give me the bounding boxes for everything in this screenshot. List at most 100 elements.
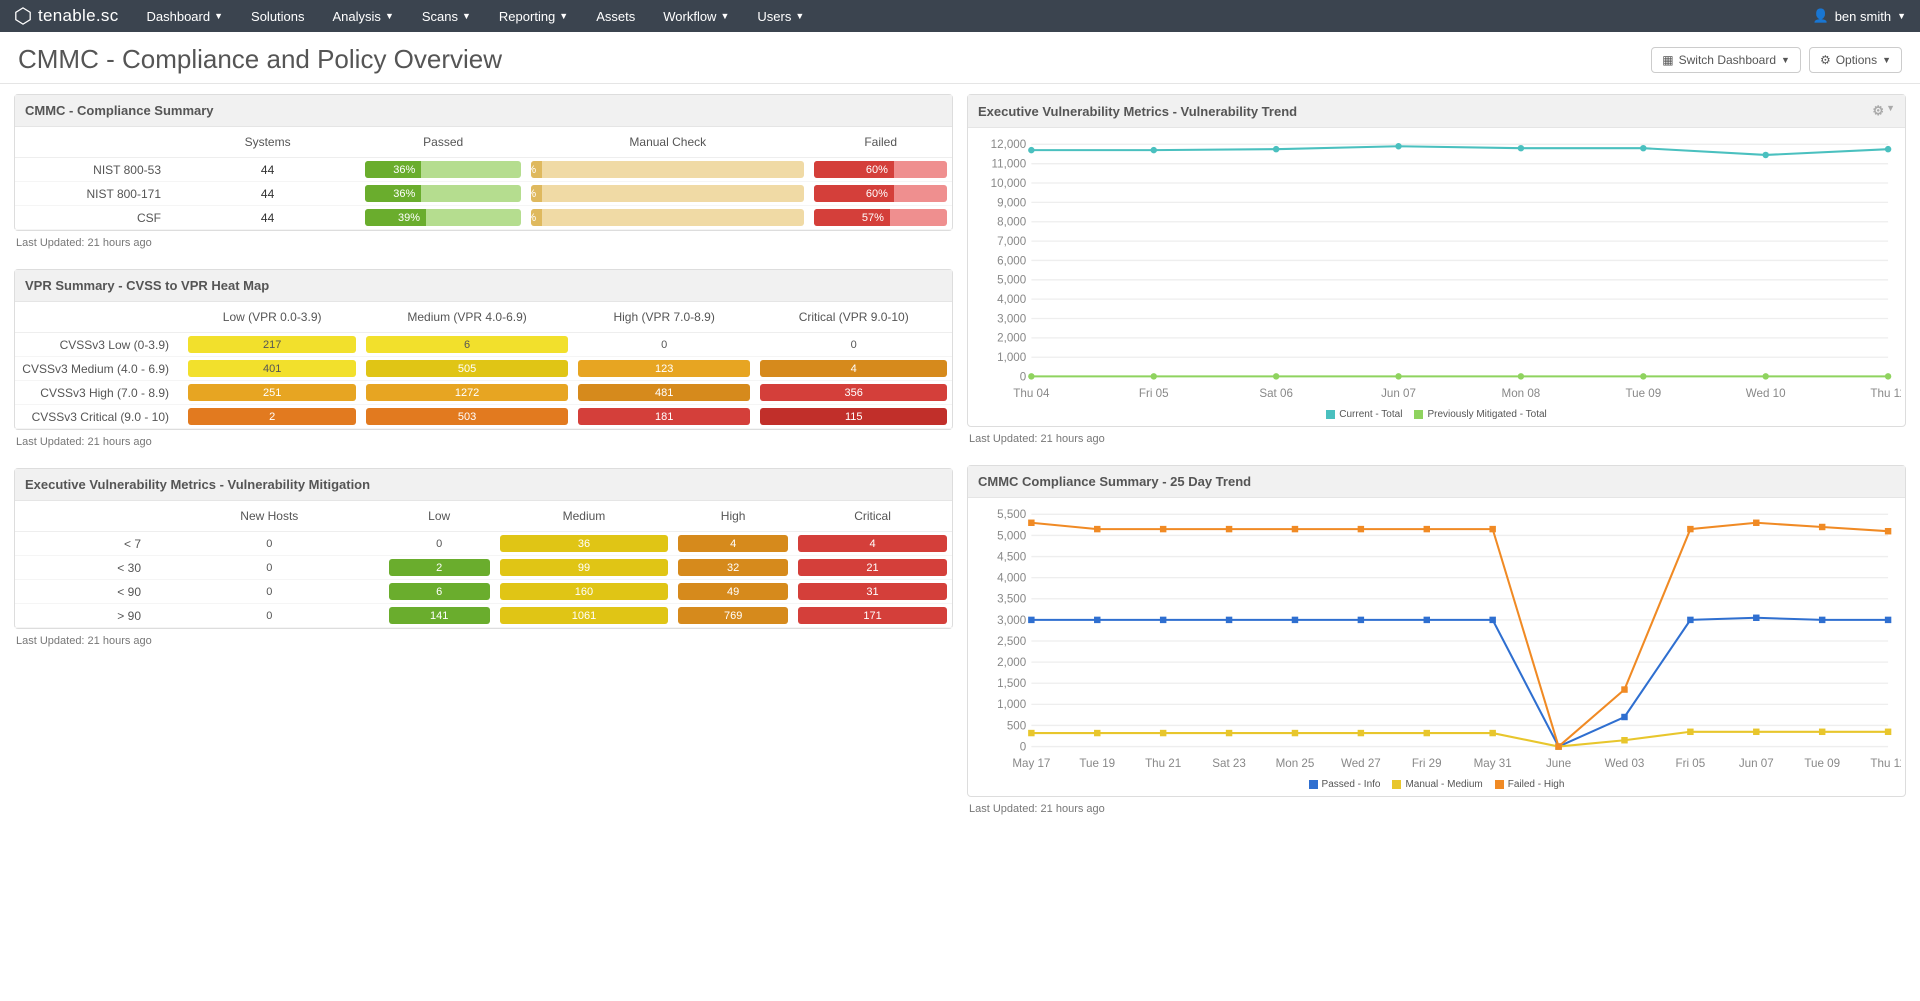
heat-cell[interactable]: 0 [760, 336, 947, 353]
heat-cell[interactable]: 49 [678, 583, 788, 600]
heat-cell[interactable]: 1061 [500, 607, 669, 624]
progress-bar[interactable]: 36% [365, 161, 521, 178]
heat-cell[interactable]: 2 [389, 559, 490, 576]
heat-cell[interactable]: 21 [798, 559, 947, 576]
progress-bar[interactable]: 4% [531, 185, 804, 202]
heat-cell[interactable]: 181 [578, 408, 751, 425]
heat-cell[interactable]: 171 [798, 607, 947, 624]
heat-cell[interactable]: 2 [188, 408, 356, 425]
panel-options-button[interactable]: ⚙▼ [1872, 103, 1895, 119]
switch-dashboard-label: Switch Dashboard [1679, 53, 1776, 67]
column-header: Medium (VPR 4.0-6.9) [361, 302, 573, 333]
table-row: < 7003644 [15, 532, 952, 556]
progress-bar[interactable]: 60% [814, 161, 947, 178]
svg-text:8,000: 8,000 [997, 216, 1026, 229]
heat-cell[interactable]: 503 [366, 408, 568, 425]
chevron-down-icon: ▼ [1897, 11, 1906, 21]
svg-text:Jun 07: Jun 07 [1739, 757, 1774, 770]
table-row: CVSSv3 High (7.0 - 8.9) 251 1272 481 356 [15, 381, 952, 405]
heat-cell[interactable]: 769 [678, 607, 788, 624]
svg-text:Jun 07: Jun 07 [1381, 387, 1416, 400]
heat-cell[interactable]: 6 [389, 583, 490, 600]
heat-cell[interactable]: 31 [798, 583, 947, 600]
heat-cell[interactable]: 6 [366, 336, 568, 353]
heat-cell[interactable]: 217 [188, 336, 356, 353]
svg-text:0: 0 [1020, 740, 1026, 753]
last-updated: Last Updated: 21 hours ago [967, 427, 1906, 451]
chevron-down-icon: ▼ [214, 11, 223, 21]
progress-bar[interactable]: 60% [814, 185, 947, 202]
heat-cell[interactable]: 160 [500, 583, 669, 600]
legend-item[interactable]: Current - Total [1326, 409, 1402, 420]
row-label: CVSSv3 High (7.0 - 8.9) [15, 381, 183, 405]
nav-item-reporting[interactable]: Reporting▼ [499, 9, 568, 24]
nav-item-workflow[interactable]: Workflow▼ [663, 9, 729, 24]
chevron-down-icon: ▼ [559, 11, 568, 21]
legend-item[interactable]: Previously Mitigated - Total [1414, 409, 1546, 420]
heat-cell[interactable]: 505 [366, 360, 568, 377]
chevron-down-icon: ▼ [462, 11, 471, 21]
legend-item[interactable]: Failed - High [1495, 779, 1565, 790]
legend-item[interactable]: Passed - Info [1309, 779, 1381, 790]
nav-item-assets[interactable]: Assets [596, 9, 635, 24]
heat-cell[interactable]: 0 [160, 559, 379, 576]
svg-text:5,000: 5,000 [997, 529, 1026, 542]
legend-item[interactable]: Manual - Medium [1392, 779, 1482, 790]
table-row: NIST 800-1714436%4%60% [15, 182, 952, 206]
nav-item-analysis[interactable]: Analysis▼ [333, 9, 394, 24]
heat-cell[interactable]: 0 [160, 535, 379, 552]
progress-bar[interactable]: 57% [814, 209, 947, 226]
switch-dashboard-button[interactable]: ▦ Switch Dashboard ▼ [1651, 47, 1801, 73]
progress-bar[interactable]: 39% [365, 209, 521, 226]
brand-icon [14, 7, 32, 25]
svg-text:5,500: 5,500 [997, 508, 1026, 521]
heat-cell[interactable]: 4 [678, 535, 788, 552]
heat-cell[interactable]: 0 [160, 607, 379, 624]
svg-text:2,000: 2,000 [997, 332, 1026, 345]
nav-item-users[interactable]: Users▼ [757, 9, 804, 24]
svg-text:Mon 08: Mon 08 [1502, 387, 1541, 400]
heat-cell[interactable]: 115 [760, 408, 947, 425]
nav-item-label: Dashboard [147, 9, 211, 24]
row-label: CVSSv3 Critical (9.0 - 10) [15, 405, 183, 429]
row-label: > 90 [15, 604, 155, 628]
last-updated: Last Updated: 21 hours ago [14, 231, 953, 255]
progress-bar[interactable]: 4% [531, 209, 804, 226]
svg-text:4,000: 4,000 [997, 571, 1026, 584]
chevron-down-icon: ▼ [1886, 103, 1895, 119]
top-navbar: tenable.sc Dashboard▼SolutionsAnalysis▼S… [0, 0, 1920, 32]
heat-cell[interactable]: 99 [500, 559, 669, 576]
nav-item-scans[interactable]: Scans▼ [422, 9, 471, 24]
column-header: New Hosts [155, 501, 384, 532]
heat-cell[interactable]: 356 [760, 384, 947, 401]
heat-cell[interactable]: 251 [188, 384, 356, 401]
table-row: < 3002993221 [15, 556, 952, 580]
heat-cell[interactable]: 481 [578, 384, 751, 401]
heat-cell[interactable]: 0 [578, 336, 751, 353]
panel-title: CMMC Compliance Summary - 25 Day Trend [978, 474, 1251, 489]
svg-text:0: 0 [1020, 370, 1026, 383]
heat-cell[interactable]: 0 [160, 583, 379, 600]
heat-cell[interactable]: 0 [389, 535, 490, 552]
heat-cell[interactable]: 4 [798, 535, 947, 552]
nav-item-solutions[interactable]: Solutions [251, 9, 304, 24]
user-menu[interactable]: 👤 ben smith ▼ [1813, 8, 1906, 24]
heat-cell[interactable]: 4 [760, 360, 947, 377]
row-label: NIST 800-171 [15, 182, 175, 206]
svg-text:1,500: 1,500 [997, 677, 1026, 690]
svg-text:9,000: 9,000 [997, 196, 1026, 209]
options-button[interactable]: ⚙ Options ▼ [1809, 47, 1902, 73]
heat-cell[interactable]: 123 [578, 360, 751, 377]
progress-bar[interactable]: 4% [531, 161, 804, 178]
heat-cell[interactable]: 36 [500, 535, 669, 552]
brand[interactable]: tenable.sc [14, 6, 119, 26]
gear-icon: ⚙ [1872, 103, 1884, 119]
heat-cell[interactable]: 32 [678, 559, 788, 576]
heat-cell[interactable]: 1272 [366, 384, 568, 401]
heat-cell[interactable]: 401 [188, 360, 356, 377]
heat-cell[interactable]: 141 [389, 607, 490, 624]
panel-heatmap: VPR Summary - CVSS to VPR Heat Map Low (… [14, 269, 953, 430]
row-label: NIST 800-53 [15, 158, 175, 182]
nav-item-dashboard[interactable]: Dashboard▼ [147, 9, 224, 24]
progress-bar[interactable]: 36% [365, 185, 521, 202]
